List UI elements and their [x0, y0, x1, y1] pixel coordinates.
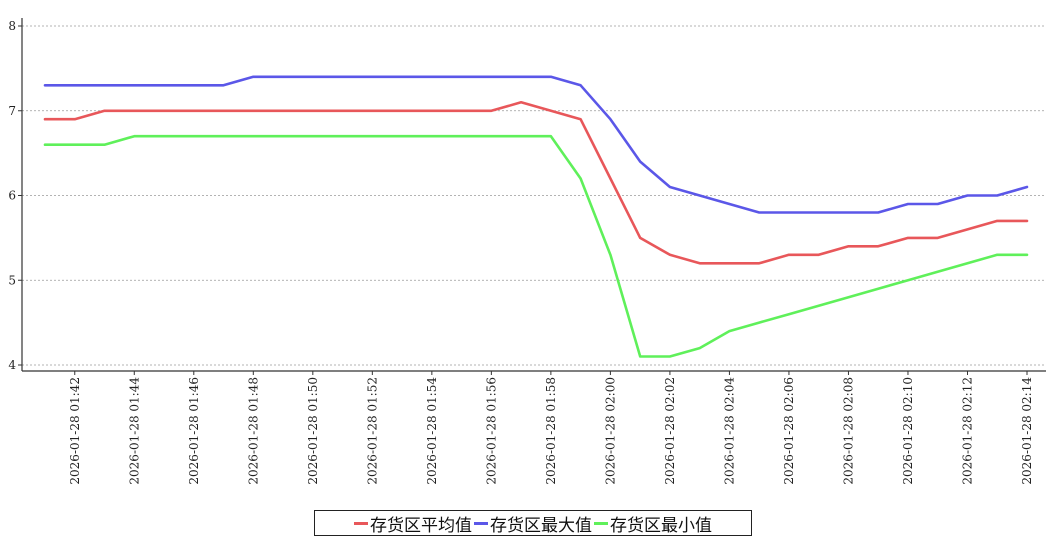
legend-item-avg[interactable]: 存货区平均值	[354, 511, 472, 536]
y-tick-label: 8	[8, 19, 16, 33]
series-line-0	[43, 101, 1029, 265]
series-line-2	[43, 134, 1029, 358]
y-tick-label: 7	[8, 104, 16, 118]
grid-lines	[22, 25, 1046, 366]
x-tick-label: 2026-01-28 01:54	[425, 377, 439, 485]
legend-label-max: 存货区最大值	[490, 515, 592, 536]
x-tick-label: 2026-01-28 02:12	[960, 377, 974, 485]
x-axis-ticks: 2026-01-28 01:42 2026-01-28 01:44 2026-01-…	[68, 371, 1034, 485]
x-tick-label: 2026-01-28 01:48	[246, 377, 260, 485]
x-tick-label: 2026-01-28 01:44	[127, 377, 141, 485]
y-tick-label: 4	[8, 358, 16, 372]
legend-swatch-avg	[354, 521, 368, 525]
x-tick-label: 2026-01-28 01:56	[484, 377, 498, 485]
x-tick-label: 2026-01-28 01:50	[306, 377, 320, 485]
legend: 存货区平均值 存货区最大值 存货区最小值	[314, 510, 752, 536]
series-lines	[43, 75, 1029, 358]
x-tick-label: 2026-01-28 01:52	[365, 377, 379, 485]
x-tick-label: 2026-01-28 01:58	[544, 377, 558, 485]
legend-item-max[interactable]: 存货区最大值	[474, 511, 592, 536]
y-tick-label: 6	[8, 189, 16, 203]
x-tick-label: 2026-01-28 02:10	[901, 377, 915, 485]
x-tick-label: 2026-01-28 02:14	[1020, 377, 1034, 485]
y-axis-ticks: 4 5 6 7 8	[8, 19, 22, 372]
x-tick-label: 2026-01-28 02:00	[603, 377, 617, 485]
x-tick-label: 2026-01-28 02:06	[782, 377, 796, 485]
x-tick-label: 2026-01-28 01:46	[187, 377, 201, 485]
legend-swatch-max	[474, 521, 488, 525]
y-tick-label: 5	[8, 273, 16, 287]
series-line-1	[43, 75, 1029, 214]
x-tick-label: 2026-01-28 01:42	[68, 377, 82, 485]
x-tick-label: 2026-01-28 02:08	[841, 377, 855, 485]
legend-label-min: 存货区最小值	[610, 515, 712, 536]
legend-label-avg: 存货区平均值	[370, 515, 472, 536]
axes	[21, 18, 1046, 372]
legend-item-min[interactable]: 存货区最小值	[594, 511, 712, 536]
x-tick-label: 2026-01-28 02:04	[722, 377, 736, 485]
legend-swatch-min	[594, 521, 608, 525]
x-tick-label: 2026-01-28 02:02	[663, 377, 677, 485]
